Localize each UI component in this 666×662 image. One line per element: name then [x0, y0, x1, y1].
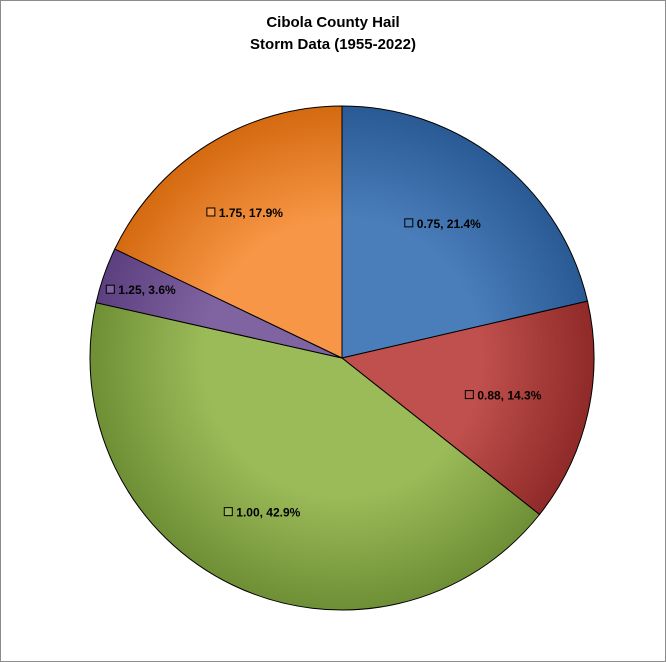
- chart-title-line-1: Cibola County Hail: [266, 14, 400, 31]
- legend-key-1.75: [206, 207, 216, 217]
- chart-title: Cibola County Hail Storm Data (1955-2022…: [0, 12, 666, 56]
- pie-slices: [89, 105, 595, 611]
- pie-slice-1.00: [89, 302, 541, 611]
- pie-slice-0.88: [340, 300, 595, 516]
- data-label-1.75: 1.75, 17.9%: [219, 206, 283, 220]
- legend-key-0.75: [404, 218, 414, 228]
- pie-slice-1.75: [114, 105, 343, 359]
- data-label-0.75: 0.75, 21.4%: [417, 217, 481, 231]
- pie-slice-0.75: [341, 105, 589, 359]
- legend-key-1.25: [105, 284, 115, 294]
- data-label-1.25: 1.25, 3.6%: [118, 283, 176, 297]
- pie-data-labels: 0.75, 21.4% 0.88, 14.3% 1.00, 42.9% 1.25, 3…: [105, 206, 542, 520]
- chart-title-line-2: Storm Data (1955-2022): [250, 36, 416, 53]
- data-label-1.00: 1.00, 42.9%: [236, 506, 300, 520]
- legend-key-0.88: [464, 390, 474, 400]
- data-label-0.88: 0.88, 14.3%: [477, 389, 541, 403]
- legend-key-1.00: [223, 507, 233, 517]
